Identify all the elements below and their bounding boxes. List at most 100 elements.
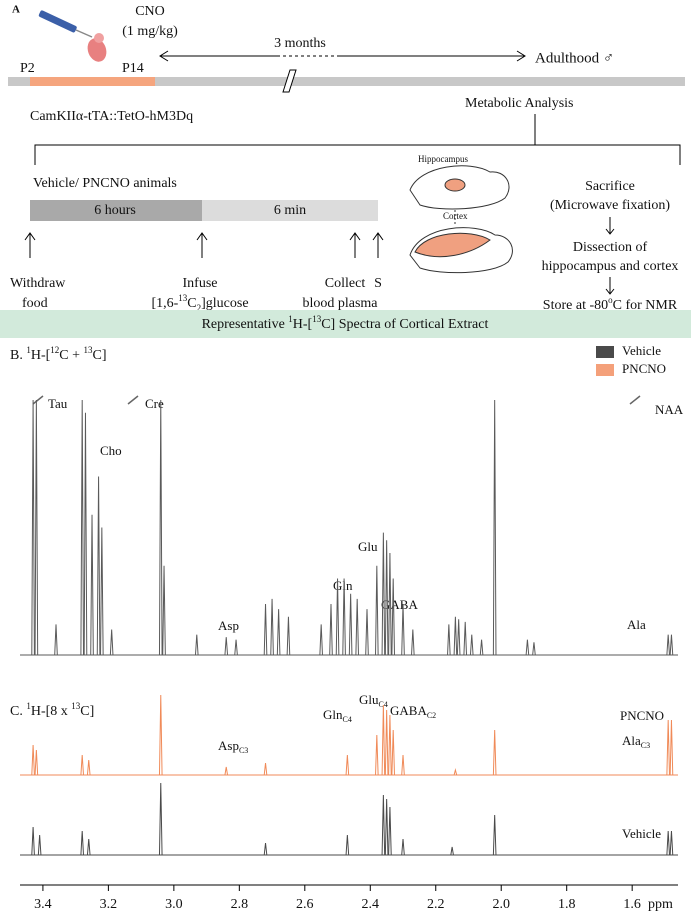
peak	[532, 642, 536, 656]
peak-label: NAA	[655, 402, 684, 417]
step: blood plasma	[302, 296, 378, 311]
peak	[453, 768, 458, 776]
peak-label: GluC4	[359, 692, 388, 709]
peak	[492, 814, 497, 856]
peak-label: Gln	[333, 578, 353, 593]
peak	[479, 639, 484, 656]
peak	[365, 609, 369, 656]
panel-label: A	[12, 4, 20, 16]
procedure-arrows	[605, 217, 615, 295]
arrow-heads	[159, 50, 526, 62]
peak	[96, 476, 101, 656]
peak	[345, 754, 350, 776]
peak	[401, 838, 405, 856]
peak	[31, 399, 35, 656]
procedure: Store at -80oC for NMR	[543, 295, 678, 313]
peak	[453, 616, 458, 656]
peak	[54, 624, 58, 656]
peak	[90, 514, 94, 656]
peak	[447, 624, 451, 656]
banner	[0, 310, 691, 338]
brain-label: Hippocampus	[418, 154, 468, 164]
peak	[263, 842, 268, 856]
peak	[384, 540, 389, 656]
peak	[86, 759, 91, 776]
peak	[381, 794, 386, 856]
peak	[669, 830, 674, 856]
peak	[270, 598, 274, 656]
x-tick-label: 1.8	[558, 897, 576, 912]
x-tick-label: 2.4	[362, 897, 380, 912]
peak-label: GABA	[381, 597, 418, 612]
legend-swatch	[596, 346, 614, 358]
peak	[450, 846, 454, 856]
bracket	[34, 114, 681, 165]
peak	[319, 624, 323, 656]
peak	[158, 694, 163, 776]
peak	[224, 766, 229, 776]
peak	[388, 806, 392, 856]
peak	[345, 834, 350, 856]
x-tick-label: 2.8	[231, 897, 249, 912]
step: Infuse	[183, 276, 218, 291]
brain-icons	[409, 165, 513, 274]
peak	[381, 532, 386, 656]
break	[282, 69, 297, 93]
peak-label: Cho	[100, 443, 122, 458]
peak-labels: Tau Cho Cre Asp Gln Glu GABA NAA Ala	[48, 396, 684, 633]
segment	[30, 200, 202, 221]
peak	[80, 830, 84, 856]
axis-unit: ppm	[648, 897, 673, 912]
peak	[162, 565, 166, 656]
injection-icon	[38, 10, 107, 62]
peak-label: Tau	[48, 396, 68, 411]
brain-label: Cortex	[443, 211, 468, 221]
trace-label: PNCNO	[620, 708, 664, 723]
peak	[34, 399, 39, 656]
panel-label: B. 1H-[12C + 13C]	[10, 345, 107, 363]
panel-label: C. 1H-[8 x 13C]	[10, 701, 94, 719]
dose: (1 mg/kg)	[122, 24, 178, 39]
peak	[525, 639, 530, 656]
procedure: Sacrifice	[585, 179, 635, 194]
step: Collect	[325, 276, 366, 291]
peak	[37, 834, 42, 856]
peak	[31, 826, 35, 856]
peak	[286, 616, 291, 656]
peak-label: AlaC3	[622, 733, 650, 750]
peak	[80, 399, 84, 656]
peak-label: Glu	[358, 539, 378, 554]
peak-label: Cre	[145, 396, 164, 411]
peak-label: GlnC4	[323, 707, 352, 724]
legend-label: Vehicle	[622, 343, 661, 358]
peak-label: Ala	[627, 617, 646, 632]
p14: P14	[122, 61, 144, 76]
peak	[224, 637, 229, 656]
peak	[348, 593, 353, 656]
peak	[384, 798, 389, 856]
step: [1,6-13C2]glucose	[151, 293, 248, 313]
peak	[492, 729, 497, 776]
peak	[342, 578, 346, 656]
segment-label: 6 min	[274, 203, 306, 218]
peak	[401, 754, 405, 776]
step-arrows	[24, 232, 384, 258]
segment-label: 6 hours	[94, 203, 136, 218]
peak	[411, 629, 415, 656]
peak	[158, 782, 163, 856]
banner-text: Representative 1H-[13C] Spectra of Corti…	[202, 314, 489, 332]
peak	[194, 634, 199, 656]
peak	[388, 714, 392, 776]
adulthood: Adulthood ♂	[535, 50, 614, 66]
peak	[456, 619, 461, 656]
analysis: Metabolic Analysis	[465, 96, 574, 111]
x-tick-label: 2.0	[492, 897, 510, 912]
drug: CNO	[135, 4, 165, 19]
x-tick-label: 2.2	[427, 897, 445, 912]
peak	[276, 609, 281, 656]
procedure: (Microwave fixation)	[550, 198, 670, 213]
peak	[375, 734, 379, 776]
peak	[86, 838, 91, 856]
peak	[384, 709, 389, 776]
step: Withdraw	[10, 276, 66, 291]
